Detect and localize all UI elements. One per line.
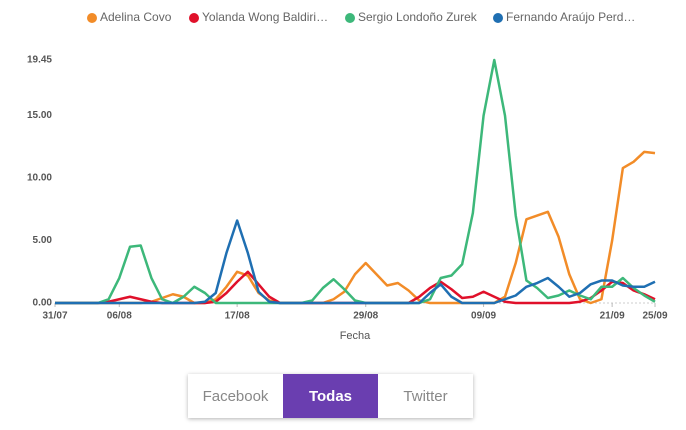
filter-button[interactable]: Todas (283, 374, 378, 418)
x-tick-label: 09/09 (471, 311, 496, 322)
filter-button[interactable]: Twitter (403, 387, 448, 405)
legend-swatch (87, 13, 97, 23)
line-series (55, 219, 656, 305)
y-tick-label: 15.00 (27, 110, 52, 121)
legend-swatch (493, 13, 503, 23)
legend-swatch (189, 13, 199, 23)
legend-swatch (345, 13, 355, 23)
x-tick-label: 31/07 (42, 311, 67, 322)
legend-label: Sergio Londoño Zurek (358, 10, 478, 24)
y-tick-label: 0.00 (33, 298, 53, 309)
y-tick-label: 10.00 (27, 173, 52, 184)
x-tick-label: 29/08 (353, 311, 378, 322)
chart: Fecha 0.00 5.00 10.00 15.00 19.45 31/07 06/08 1… (27, 10, 668, 342)
legend-label: Fernando Araújo Perd… (506, 10, 635, 24)
filter-button[interactable]: Facebook (202, 387, 269, 405)
legend-label: Yolanda Wong Baldiri… (202, 10, 328, 24)
y-tick-label: 19.45 (27, 55, 52, 66)
x-tick-label: 21/09 (600, 311, 625, 322)
button-group: Facebook Todas Twitter (188, 374, 473, 418)
x-axis-label: Fecha (340, 330, 371, 342)
legend-label: Adelina Covo (100, 10, 172, 24)
x-tick-label: 25/09 (642, 311, 667, 322)
y-tick-label: 5.00 (33, 235, 53, 246)
x-tick-label: 17/08 (225, 311, 250, 322)
x-tick-label: 06/08 (107, 311, 132, 322)
line-series (55, 150, 656, 305)
line-series (55, 58, 656, 305)
